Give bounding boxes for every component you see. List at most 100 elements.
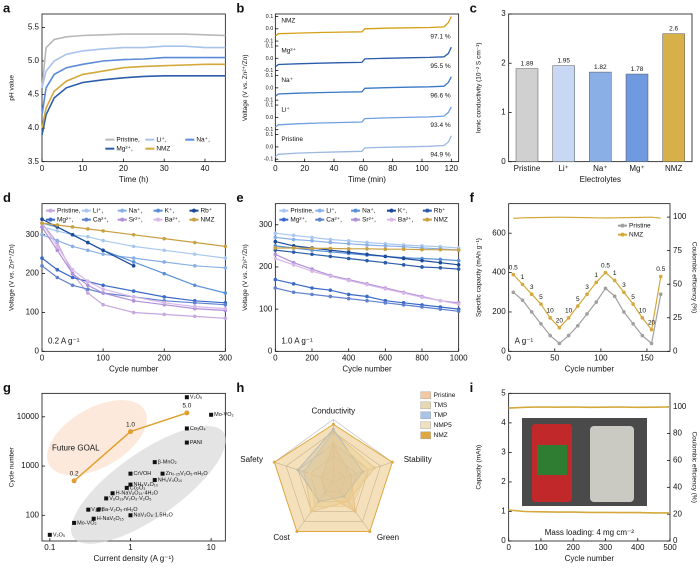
data-point [346, 238, 351, 243]
data-point [438, 260, 443, 265]
legend-label: NMP5 [434, 422, 452, 429]
data-point [55, 267, 60, 272]
data-point [131, 310, 136, 315]
y-tick-label: 0.0 [266, 144, 274, 150]
x-tick-label: 100 [534, 543, 548, 552]
legend-label: Pristine [434, 392, 456, 399]
data-point [631, 321, 635, 326]
data-point [438, 307, 443, 311]
data-point [101, 229, 105, 233]
radar-point [296, 468, 300, 472]
data-point [223, 291, 228, 295]
y2-tick-label: 60 [673, 456, 682, 465]
legend-label: Li⁺, [156, 136, 166, 143]
x-tick-label: 0 [273, 353, 278, 362]
legend-label: Mg²⁺, [290, 216, 307, 223]
legend-marker [389, 208, 394, 213]
y2-axis-label: Coulombic efficiency (%) [690, 242, 697, 313]
y-tick-label: 200 [259, 262, 273, 271]
y2-tick-label: 40 [673, 482, 682, 491]
y-tick-label: -0.1 [264, 127, 273, 133]
data-point [291, 237, 296, 242]
data-point [162, 248, 167, 253]
y-tick-label: 0 [35, 346, 40, 355]
y-tick-label: -0.1 [264, 68, 273, 74]
legend-label: NMZ [434, 216, 448, 223]
data-point [40, 217, 44, 222]
data-point [273, 286, 278, 290]
y-tick-label: 0 [501, 346, 506, 355]
x-tick-label: Li⁺ [558, 164, 568, 173]
x-tick-label: 20 [119, 164, 128, 173]
data-point [223, 265, 228, 270]
data-point [576, 304, 580, 308]
data-point [273, 239, 278, 244]
data-point [128, 471, 133, 476]
data-point [291, 246, 296, 250]
data-point [438, 257, 443, 262]
legend-label: Na⁺, [362, 207, 376, 214]
data-point [55, 244, 60, 249]
data-point [310, 292, 314, 297]
series-line [41, 265, 226, 306]
radar-point [331, 436, 335, 440]
data-point [40, 221, 44, 225]
legend-marker [317, 217, 322, 222]
data-point [383, 254, 388, 259]
data-point [86, 279, 90, 284]
data-point [70, 283, 75, 288]
radar-point [361, 470, 365, 474]
legend-swatch [420, 401, 431, 410]
legend-label: Mg²⁺, [116, 145, 133, 152]
data-point [291, 233, 296, 238]
data-point [420, 247, 424, 252]
data-point [658, 292, 663, 297]
data-point [346, 278, 351, 283]
radar-ring [321, 468, 346, 492]
x-tick-label: Mg⁺ [629, 164, 644, 173]
data-point [70, 244, 75, 249]
legend-marker [120, 208, 125, 213]
data-point [612, 294, 617, 299]
y-tick-label: 10000 [17, 412, 40, 421]
data-point [91, 516, 96, 521]
data-point [223, 316, 228, 321]
point-label: Ba-V₂O₅·nH₂O [101, 507, 138, 513]
y-axis-label: Specific capacity (mAh g⁻¹) [475, 238, 482, 317]
legend-marker [425, 217, 430, 222]
y-tick-label: 400 [492, 268, 506, 277]
legend-label: NMZ [434, 432, 448, 439]
data-point [383, 301, 388, 305]
data-point [456, 267, 461, 271]
data-point [86, 248, 90, 253]
data-point [131, 295, 136, 299]
legend-label: Rb⁺ [200, 207, 212, 214]
data-point [273, 231, 278, 235]
series-line [274, 106, 452, 128]
y2-tick-label: 25 [673, 313, 682, 322]
radar-axis-label: Stability [404, 455, 432, 464]
data-point [162, 295, 167, 299]
data-point [401, 263, 406, 267]
data-point [603, 270, 608, 275]
rate-label: 1 [613, 270, 617, 277]
data-point [557, 325, 562, 330]
radar-point [295, 529, 299, 533]
series-line [274, 16, 452, 37]
data-point [291, 263, 296, 267]
data-point [128, 482, 133, 487]
x-tick-label: 100 [594, 353, 608, 362]
legend-marker [425, 208, 430, 213]
data-point [511, 272, 516, 277]
series-line [41, 45, 226, 88]
data-point [438, 247, 443, 252]
radar-axis-label: Cost [273, 533, 290, 542]
data-point [192, 240, 197, 245]
y-tick-label: 5.5 [28, 23, 40, 32]
data-point [47, 532, 52, 537]
radar-point [323, 491, 327, 495]
data-point [420, 305, 424, 309]
data-point [346, 256, 351, 261]
legend-label: Ca²⁺, [326, 216, 342, 223]
y-axis-label: Capacity (mAh) [475, 445, 482, 490]
